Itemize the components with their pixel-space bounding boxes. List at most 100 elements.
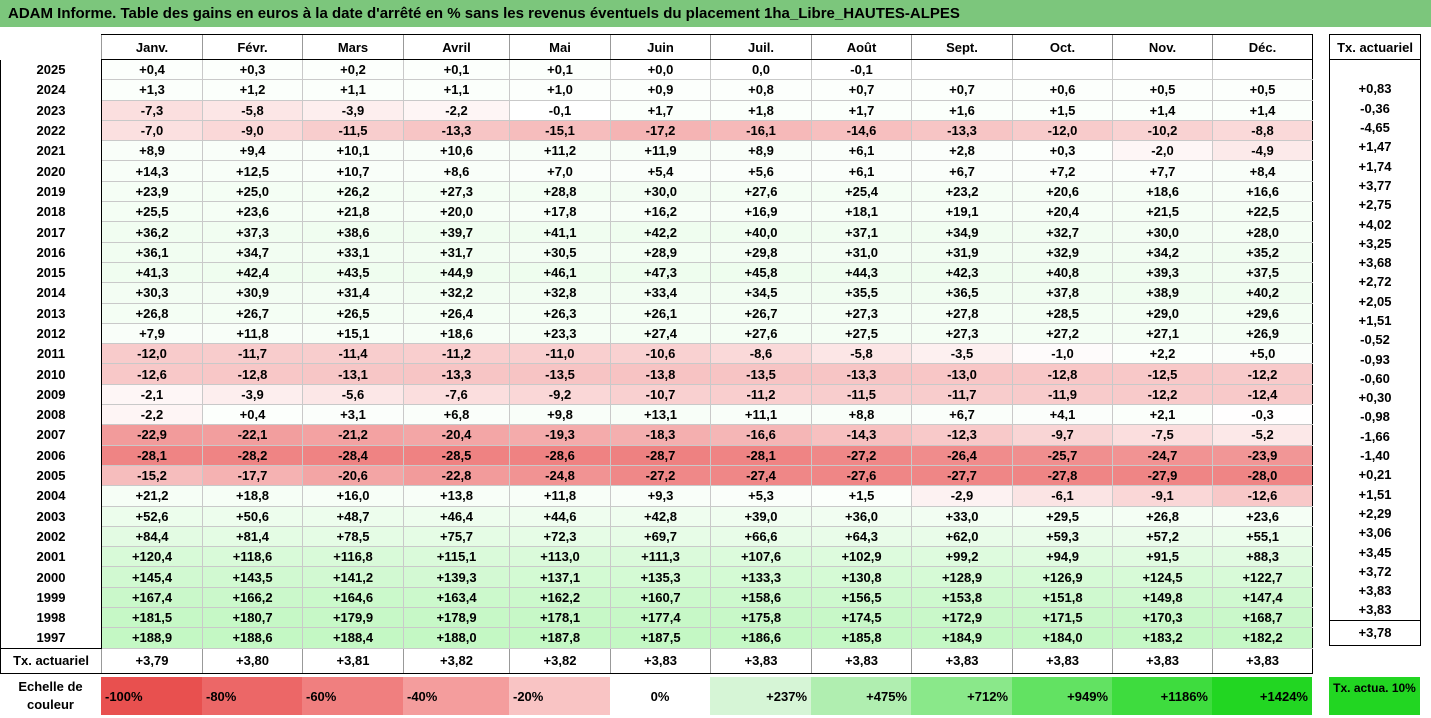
value-cell: +0,4 (202, 404, 303, 426)
tx-cell: -0,36 (1329, 98, 1421, 118)
value-cell: +30,9 (202, 282, 303, 304)
tx-row: -0,60 (1329, 368, 1421, 389)
value-cell: -11,5 (302, 119, 404, 142)
value-cell: +25,5 (101, 201, 203, 223)
tx-cell: -0,98 (1329, 407, 1421, 427)
tx-row: +0,30 (1329, 388, 1421, 408)
value-cell: +16,2 (610, 201, 711, 223)
value-cell: +27,3 (811, 302, 912, 324)
value-cell: +179,9 (302, 607, 404, 629)
value-cell: +0,1 (509, 59, 611, 81)
color-scale-swatch: +712% (911, 677, 1012, 715)
tx-cell: +3,83 (1329, 600, 1421, 621)
value-cell: +39,3 (1112, 261, 1213, 284)
value-cell: +26,2 (302, 180, 404, 203)
value-cell: -5,8 (202, 99, 303, 121)
table-row: 2001 +120,4 +118,6 +116,8 +115,1 +113,0 +111,3… (0, 546, 1313, 568)
value-cell: +164,6 (302, 586, 404, 609)
value-cell: +1,4 (1112, 99, 1213, 121)
value-cell: -20,4 (403, 424, 510, 446)
value-cell: +111,3 (610, 546, 711, 568)
value-cell: -3,9 (302, 99, 404, 121)
value-cell: -12,5 (1112, 363, 1213, 385)
year-cell: 2010 (0, 363, 102, 385)
value-cell: +35,5 (811, 282, 912, 304)
month-header: Nov. (1112, 34, 1213, 60)
value-cell: +1,5 (811, 485, 912, 507)
value-cell: -15,2 (101, 464, 203, 487)
value-cell: +0,0 (610, 59, 711, 81)
value-cell: +171,5 (1012, 607, 1113, 629)
value-cell: +46,4 (403, 505, 510, 527)
value-cell: +9,4 (202, 140, 303, 162)
value-cell: +44,6 (509, 505, 611, 527)
value-cell: +168,7 (1212, 607, 1313, 629)
value-cell: +81,4 (202, 525, 303, 548)
tx-cell: +3,68 (1329, 252, 1421, 273)
value-cell: -27,4 (710, 464, 812, 487)
value-cell: +25,4 (811, 180, 912, 203)
value-cell: +26,7 (202, 302, 303, 324)
value-cell: -11,5 (811, 383, 912, 406)
value-cell: +186,6 (710, 627, 812, 649)
value-cell: +1,7 (811, 99, 912, 121)
value-cell: +10,1 (302, 140, 404, 162)
tx-row: +3,45 (1329, 542, 1421, 562)
year-cell: 2001 (0, 546, 102, 567)
value-cell: +36,0 (811, 505, 912, 527)
value-cell: -5,6 (302, 383, 404, 406)
year-cell: 2011 (0, 343, 102, 364)
value-cell: +27,3 (911, 322, 1013, 345)
tx-cell: -1,40 (1329, 445, 1421, 466)
value-cell: +57,2 (1112, 525, 1213, 548)
value-cell: +34,5 (710, 282, 812, 304)
tx-cell: +1,74 (1329, 156, 1421, 176)
value-cell: -8,6 (710, 343, 812, 365)
value-cell: +32,7 (1012, 221, 1113, 243)
month-header: Avril (403, 34, 510, 60)
header-corner (1, 35, 102, 60)
value-cell: +6,8 (403, 404, 510, 426)
table-row: 2015 +41,3 +42,4 +43,5 +44,9 +46,1 +47,3 +45,8 +… (0, 261, 1313, 284)
value-cell: +11,1 (710, 404, 812, 426)
value-cell: -28,2 (202, 444, 303, 466)
tx-cell: +2,05 (1329, 291, 1421, 311)
month-header: Oct. (1012, 34, 1113, 60)
gains-table: Janv. Févr. Mars Avril Mai Juin Juil. Août Sept.… (0, 34, 1313, 674)
value-cell: +20,4 (1012, 201, 1113, 223)
year-cell: 1997 (0, 627, 102, 649)
value-cell: +36,1 (101, 241, 203, 263)
value-cell: -28,7 (610, 444, 711, 466)
value-cell: -27,7 (911, 464, 1013, 487)
value-cell: +40,0 (710, 221, 812, 243)
value-cell: +139,3 (403, 566, 510, 588)
value-cell: -11,4 (302, 343, 404, 365)
value-cell: +13,8 (403, 485, 510, 507)
value-cell (1012, 59, 1113, 81)
value-cell: -25,7 (1012, 444, 1113, 466)
year-cell: 2025 (0, 59, 102, 80)
value-cell: +75,7 (403, 525, 510, 548)
value-cell: -24,7 (1112, 444, 1213, 466)
value-cell: +6,7 (911, 404, 1013, 426)
value-cell: -17,2 (610, 119, 711, 142)
tx-actuariel-column: Tx. actuariel +0,83 -0,36 -4,65 +1,47 +1,74 +… (1329, 34, 1421, 646)
value-cell: -0,3 (1212, 404, 1313, 426)
footer-value: +3,83 (710, 647, 812, 674)
value-cell: +118,6 (202, 546, 303, 568)
tx-row (1329, 59, 1421, 80)
color-scale-label: Echelle de couleur (18, 679, 83, 712)
value-cell: +23,9 (101, 180, 203, 203)
value-cell: +153,8 (911, 586, 1013, 609)
table-row: 2023 -7,3 -5,8 -3,9 -2,2 -0,1 +1,7 +1,8 +1,7 +1,6… (0, 99, 1313, 121)
value-cell: -9,1 (1112, 485, 1213, 507)
tx-row: -0,36 (1329, 98, 1421, 118)
value-cell: +23,6 (1212, 505, 1313, 527)
year-cell: 2013 (0, 303, 102, 324)
value-cell: +84,4 (101, 525, 203, 548)
value-cell: +14,3 (101, 160, 203, 182)
value-cell: +135,3 (610, 566, 711, 588)
footer-value: +3,81 (302, 647, 404, 674)
tx-cell: +1,51 (1329, 484, 1421, 504)
value-cell: +32,9 (1012, 241, 1113, 263)
